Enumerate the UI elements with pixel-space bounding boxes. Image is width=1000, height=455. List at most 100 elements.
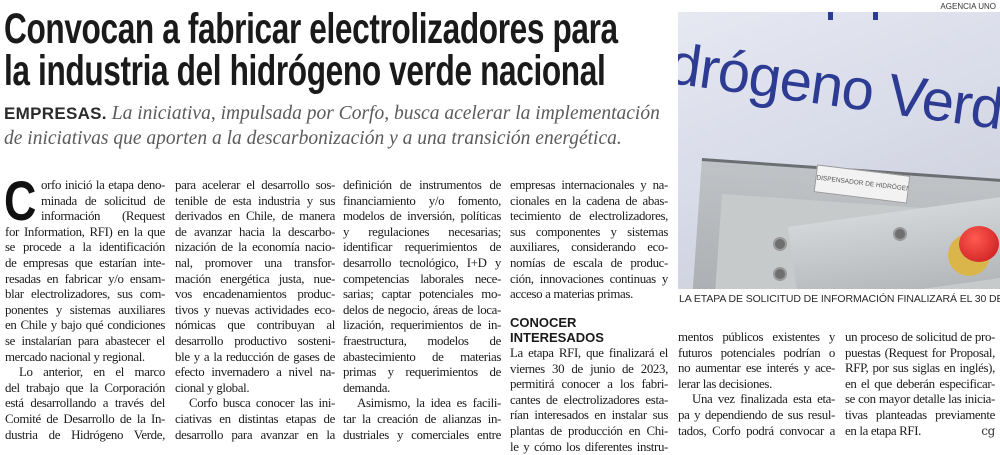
- text-line: for Information, RFI) en la que: [5, 225, 165, 241]
- headline-line: Convocan a fabricar electrolizadores par…: [4, 8, 666, 50]
- text-line: ciativas en distintas etapas de: [175, 412, 335, 428]
- section-heading: CONOCER INTERESADOS: [510, 315, 668, 346]
- text-line: Asimismo, la idea es facili-: [343, 396, 501, 412]
- headline-line: la industria del hidrógeno verde naciona…: [4, 50, 666, 92]
- text-line: nomías de escala de produc-: [510, 256, 668, 272]
- text-line: delos de negocio, áreas de loca-: [343, 303, 501, 319]
- text-line: futuros potenciales podrían o: [678, 346, 835, 362]
- text-line: sus componentes y sistemas: [510, 225, 668, 241]
- text-line: puestas (Request for Proposal,: [845, 346, 995, 362]
- text-line: rían interesados en instalar sus: [510, 408, 668, 424]
- text-line: Lo anterior, en el marco: [5, 365, 165, 381]
- bolt-icon: [893, 227, 907, 241]
- text-line: resadas en fabricar y/o ensam-: [5, 272, 165, 288]
- paragraph: Asimismo, la idea es facili-tar la creac…: [343, 396, 501, 443]
- text-line: fraestructura, modelos de: [343, 334, 501, 350]
- text-line: no aumentar ese interés y ace-: [678, 361, 835, 377]
- text-line: plantas de producción en Chi-: [510, 424, 668, 440]
- text-line: mentos públicos existentes y: [678, 330, 835, 346]
- article-photo: drógeno Verde DISPENSADOR DE HIDRÓGENO: [678, 12, 1000, 289]
- text-line: lización, requerimientos de in-: [343, 318, 501, 334]
- text-line: desarrollo productivo sosteni-: [175, 334, 335, 350]
- text-line: ción, innovaciones continuas y: [510, 272, 668, 288]
- text-line: dustriales y comerciales entre: [343, 428, 501, 444]
- closing-line: cg en la etapa RFI.: [845, 424, 995, 440]
- text-line: definición de instrumentos de: [343, 178, 501, 194]
- text-line: ble y a la reducción de gases de: [175, 350, 335, 366]
- text-line: está desarrollando a través del: [5, 396, 165, 412]
- text-line: vos encadenamientos produc-: [175, 287, 335, 303]
- text-line: RFP, por sus siglas en inglés),: [845, 361, 995, 377]
- text-line: efecto invernadero a nivel na-: [175, 365, 335, 381]
- photo-sign-text: drógeno Verde: [678, 30, 1000, 148]
- paragraph: para acelerar el desarrollo sos-tenible …: [175, 178, 335, 396]
- text-line: mación energética justa, nue-: [175, 272, 335, 288]
- text-line: cional y global.: [175, 381, 335, 397]
- text-line: identificar requerimientos de: [343, 240, 501, 256]
- text-line: viernes 30 de junio de 2023,: [510, 362, 668, 378]
- text-line: financiamiento y/o fomento,: [343, 194, 501, 210]
- paragraph: orfo inició la etapa deno-minada de soli…: [5, 178, 165, 365]
- paragraph: un proceso de solicitud de pro-puestas (…: [845, 330, 995, 439]
- end-mark-icon: cg: [981, 424, 995, 440]
- headline: Convocan a fabricar electrolizadores par…: [4, 8, 666, 92]
- paragraph: Una vez finalizada esta eta-pa y dependi…: [678, 392, 835, 439]
- subheadline: EMPRESAS. La iniciativa, impulsada por C…: [4, 101, 674, 151]
- text-line: Comité de Desarrollo de la In-: [5, 412, 165, 428]
- text-line: nal, promover una transfor-: [175, 256, 335, 272]
- text-line: cionales en la cadena de abas-: [510, 194, 668, 210]
- text-line: tar la creación de alianzas in-: [343, 412, 501, 428]
- text-line: se procede a la identificación: [5, 240, 165, 256]
- text-line: dustria de Hidrógeno Verde,: [5, 428, 165, 444]
- text-line: primas y requerimientos de: [343, 365, 501, 381]
- text-line: nómicas que contribuyan al: [175, 318, 335, 334]
- text-line: empresas internacionales y na-: [510, 178, 668, 194]
- text-line: se con mayor detalle las inicia-: [845, 392, 995, 408]
- text-line: un proceso de solicitud de pro-: [845, 330, 995, 346]
- text-line: sarias; captar potenciales mo-: [343, 287, 501, 303]
- text-line: ponentes y sistemas auxiliares: [5, 303, 165, 319]
- bolt-icon: [773, 267, 787, 281]
- text-line: orfo inició la etapa deno-: [41, 178, 165, 194]
- text-line: derivados en Chile, de manera: [175, 209, 335, 225]
- paragraph: empresas internacionales y na-cionales e…: [510, 178, 668, 303]
- sign-letter-fragment: [828, 12, 878, 20]
- text-line: información (Request: [41, 209, 165, 225]
- text-line: se instalarían para abastecer el: [5, 334, 165, 350]
- text-line: tenible de esta industria y sus: [175, 194, 335, 210]
- text-line: cantes de electrolizadores esta-: [510, 393, 668, 409]
- text-line: demanda.: [343, 381, 501, 397]
- text-line: pa y dependiendo de sus resul-: [678, 408, 835, 424]
- text-line: abastecimiento de materias: [343, 350, 501, 366]
- article-column: para acelerar el desarrollo sos-tenible …: [175, 178, 335, 443]
- text-line: le y cómo los diferentes instru-: [510, 440, 668, 455]
- text-line: acceso a materias primas.: [510, 287, 668, 303]
- text-line: blar electrolizadores, sus com-: [5, 287, 165, 303]
- text-line: lerar las decisiones.: [678, 377, 835, 393]
- text-line: desarrollo para avanzar en la: [175, 428, 335, 444]
- text-line: tecimiento de electrolizadores,: [510, 209, 668, 225]
- text-line: Una vez finalizada esta eta-: [678, 392, 835, 408]
- text-line: auxiliares, considerando eco-: [510, 240, 668, 256]
- text-line: desarrollo tecnológico, I+D y: [343, 256, 501, 272]
- text-line: permitirá conocer a los fabri-: [510, 377, 668, 393]
- article-column: un proceso de solicitud de pro-puestas (…: [845, 330, 995, 439]
- photo-caption: LA ETAPA DE SOLICITUD DE INFORMACIÓN FIN…: [679, 293, 1000, 305]
- text-line: en la etapa RFI.: [845, 424, 921, 440]
- text-line: La etapa RFI, que finalizará el: [510, 346, 668, 362]
- article-column: orfo inició la etapa deno-minada de soli…: [5, 178, 165, 443]
- text-line: competencias laborales nece-: [343, 272, 501, 288]
- text-line: tivas planteadas previamente: [845, 408, 995, 424]
- text-line: del trabajo que la Corporación: [5, 381, 165, 397]
- paragraph: Corfo busca conocer las ini-ciativas en …: [175, 396, 335, 443]
- text-line: modelos de inversión, políticas: [343, 209, 501, 225]
- article-column: empresas internacionales y na-cionales e…: [510, 178, 668, 455]
- text-line: de avanzar hacia la descarbo-: [175, 225, 335, 241]
- text-line: mercado nacional y regional.: [5, 350, 165, 366]
